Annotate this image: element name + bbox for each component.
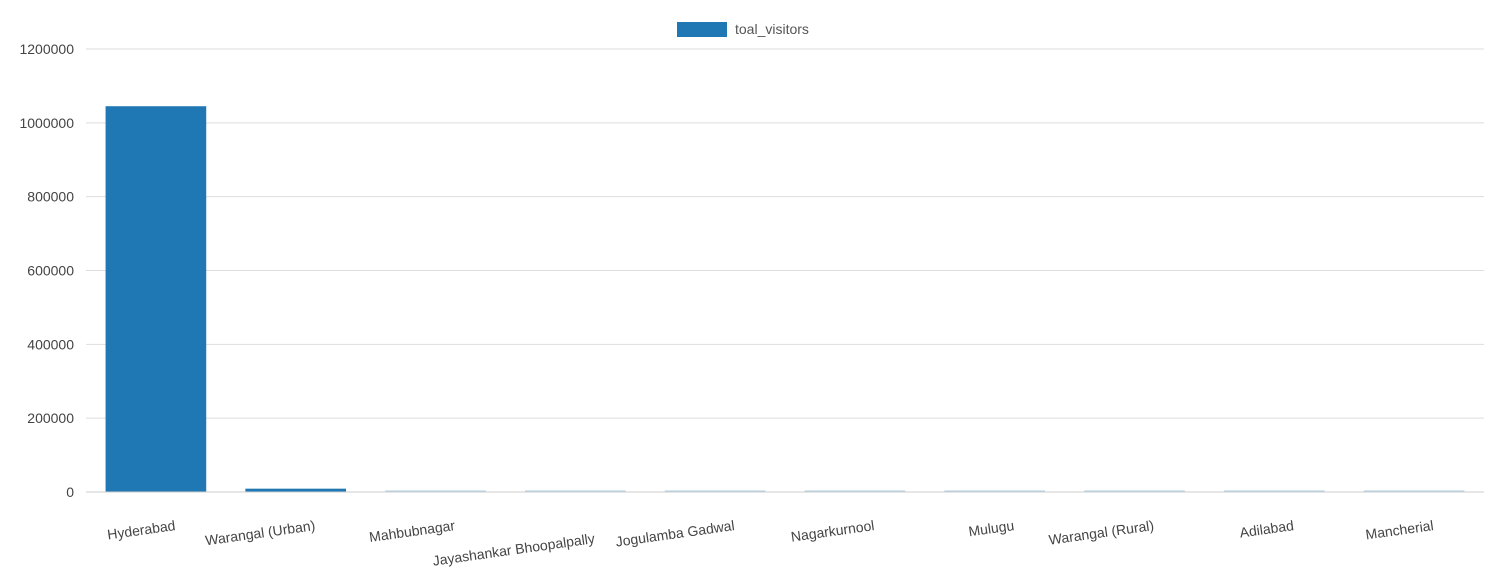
bar-nagarkurnool[interactable] xyxy=(804,490,906,493)
y-tick-label: 200000 xyxy=(27,410,74,426)
y-gridlines xyxy=(86,48,1484,419)
x-tick-label: Jayashankar Bhoopalpally xyxy=(432,530,596,569)
bar-warangal-rural[interactable] xyxy=(1084,490,1185,493)
x-tick-label: Warangal (Rural) xyxy=(1048,517,1155,548)
y-tick-label: 1200000 xyxy=(19,41,74,57)
x-tick-label: Adilabad xyxy=(1239,517,1295,540)
bars xyxy=(105,106,1465,493)
y-tick-label: 1000000 xyxy=(19,115,74,131)
bar-mancherial[interactable] xyxy=(1363,490,1465,493)
legend-swatch xyxy=(677,22,727,37)
y-axis-tick-labels: 0 200000 400000 600000 800000 1000000 1200000 xyxy=(19,41,74,500)
y-tick-label: 400000 xyxy=(27,336,74,352)
x-tick-label: Mancherial xyxy=(1364,517,1434,542)
y-tick-label: 0 xyxy=(66,484,74,500)
x-tick-label: Warangal (Urban) xyxy=(204,517,316,548)
x-tick-label: Nagarkurnool xyxy=(790,517,875,545)
bar-mulugu[interactable] xyxy=(944,490,1046,493)
bar-hyderabad[interactable] xyxy=(105,106,207,493)
bar-adilabad[interactable] xyxy=(1223,490,1325,493)
x-tick-label: Hyderabad xyxy=(106,517,176,542)
bar-mahbubnagar[interactable] xyxy=(385,490,486,493)
x-tick-label: Mahbubnagar xyxy=(368,517,456,545)
bar-jayashankar-bhoopalpally[interactable] xyxy=(524,490,626,493)
y-tick-label: 600000 xyxy=(27,263,74,279)
x-tick-label: Mulugu xyxy=(967,517,1015,539)
bar-jogulamba-gadwal[interactable] xyxy=(664,490,766,493)
y-tick-label: 800000 xyxy=(27,189,74,205)
x-axis-tick-labels: Hyderabad Warangal (Urban) MahbubnagarJaya… xyxy=(106,517,1434,569)
legend-label: toal_visitors xyxy=(735,21,809,37)
bar-warangal-urban[interactable] xyxy=(245,488,347,492)
chart-legend[interactable]: toal_visitors xyxy=(677,21,809,37)
x-tick-label: Jogulamba Gadwal xyxy=(615,517,736,550)
